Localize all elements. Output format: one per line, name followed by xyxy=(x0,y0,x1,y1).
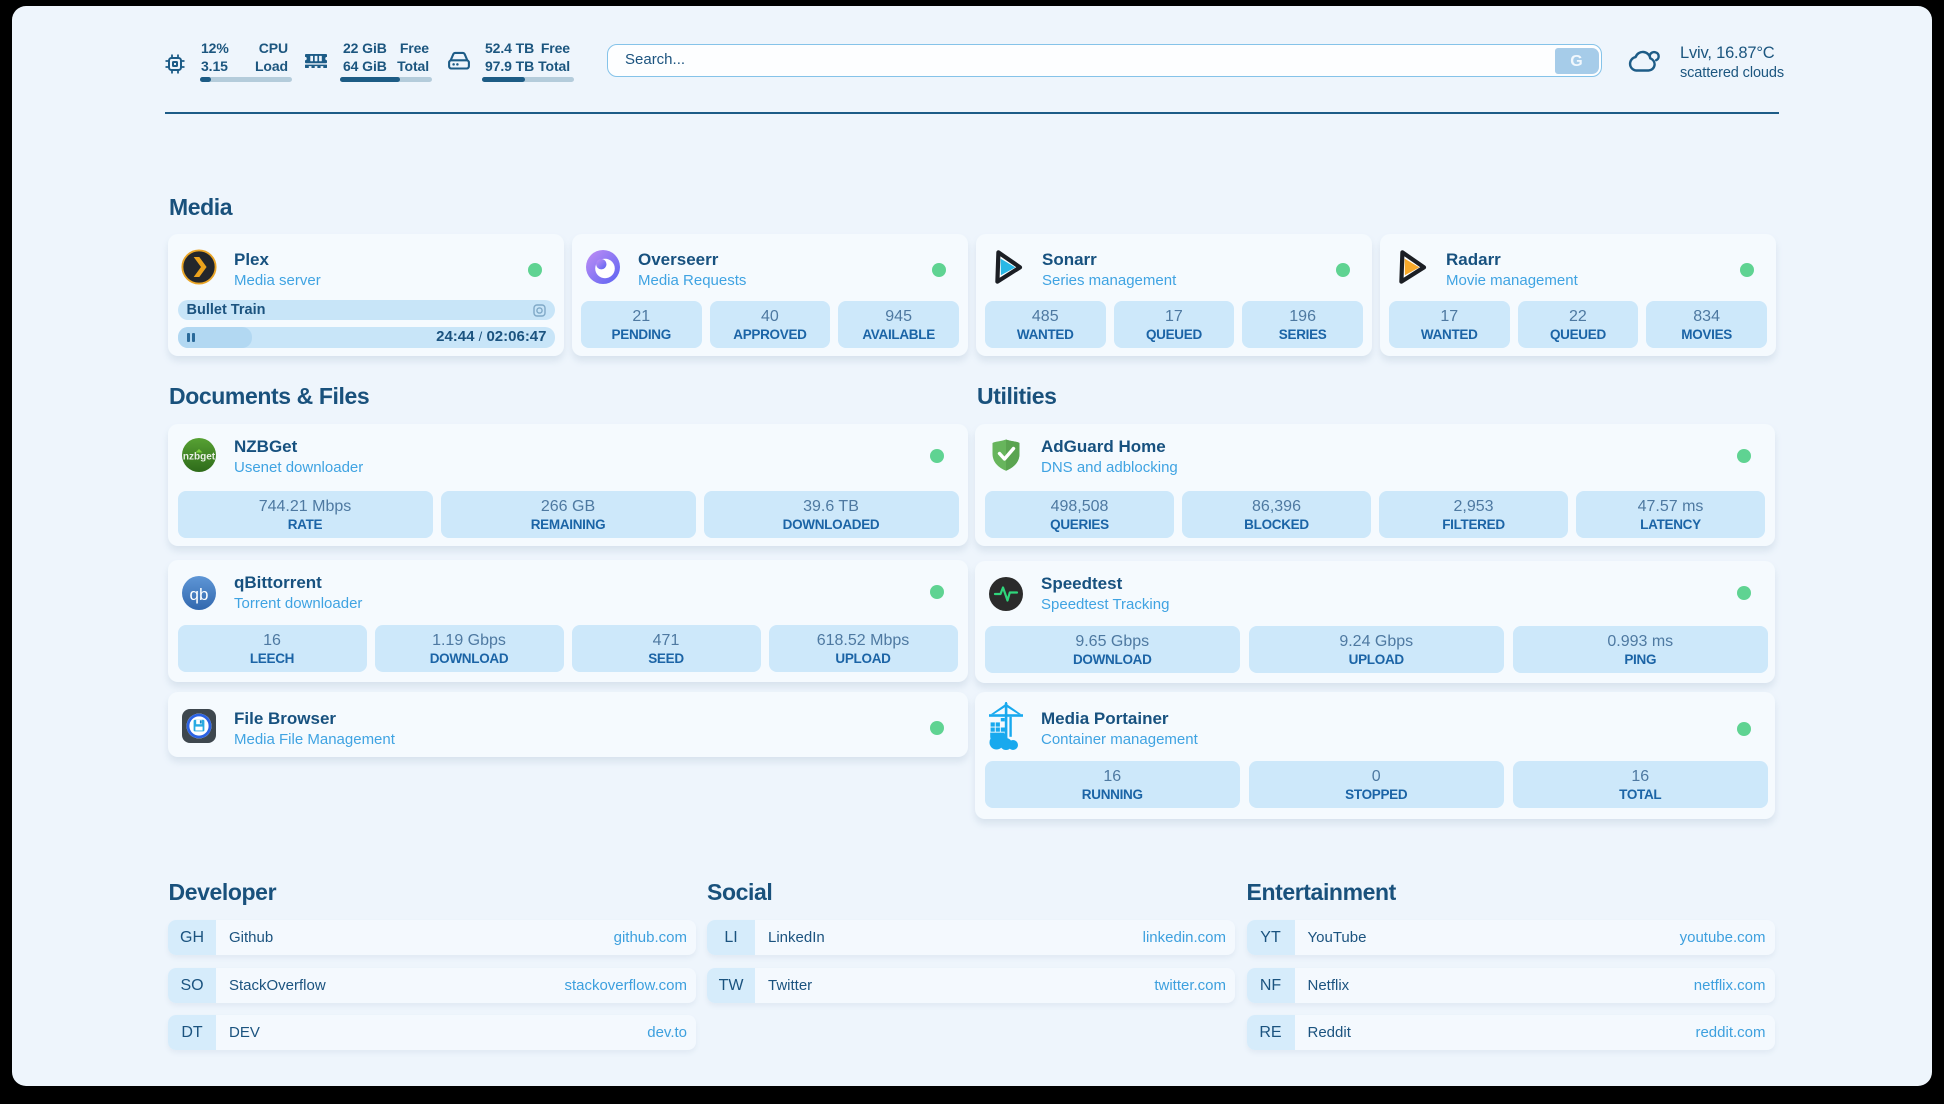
svg-text:nzbget: nzbget xyxy=(183,452,216,463)
svg-text:qb: qb xyxy=(190,585,209,604)
